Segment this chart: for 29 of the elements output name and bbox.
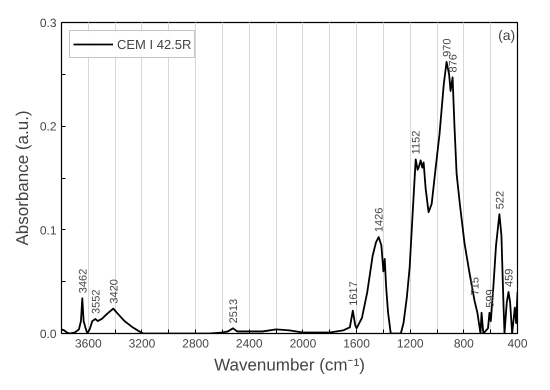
- annotation: 1426: [374, 208, 386, 232]
- annotation: 2513: [228, 298, 240, 324]
- y-tick-label: 0.1: [40, 223, 57, 238]
- annotation: 876: [448, 54, 460, 72]
- annotation: (a): [498, 27, 516, 44]
- x-tick-label: 3200: [128, 336, 156, 350]
- x-tick-label: 2000: [290, 336, 317, 350]
- legend-label: CEM I 42.5R: [117, 36, 192, 52]
- annotation: 459: [504, 268, 516, 288]
- x-tick-label: 1600: [343, 336, 370, 350]
- y-tick-label: 0.0: [40, 327, 57, 341]
- y-axis-title: Absorbance (a.u.): [12, 110, 32, 246]
- x-tick-label: 3600: [74, 336, 102, 350]
- x-tick-label: 800: [454, 336, 474, 350]
- annotation: 522: [494, 190, 506, 210]
- annotation: 715: [469, 276, 482, 296]
- annotation: 3552: [90, 290, 102, 314]
- x-tick-label: 2400: [236, 336, 263, 350]
- x-tick-label: 1200: [396, 336, 424, 350]
- annotation: 3462: [77, 268, 90, 294]
- x-tick-label: 400: [507, 336, 528, 350]
- x-axis-title: Wavenumber (cm⁻¹): [214, 356, 365, 374]
- y-tick-label: 0.2: [40, 120, 57, 134]
- annotation: 1617: [348, 281, 360, 306]
- x-tick-label: 2800: [182, 336, 210, 350]
- y-tick-label: 0.3: [40, 16, 57, 30]
- annotation: 1152: [410, 130, 423, 154]
- annotation: 599: [484, 289, 496, 308]
- annotation: 3420: [108, 279, 120, 304]
